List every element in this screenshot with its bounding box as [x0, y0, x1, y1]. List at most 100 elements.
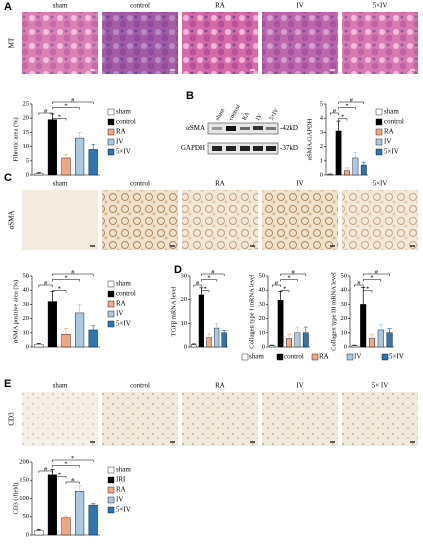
- legend-label: RA: [116, 486, 126, 494]
- bar: [351, 345, 358, 348]
- column-label: 5×IV: [373, 180, 388, 188]
- y-tick-label: 40: [341, 287, 348, 294]
- blot-column-label: control: [228, 104, 242, 122]
- legend-label: IV: [116, 138, 123, 146]
- y-axis-title: TGFβ mRNA level: [170, 286, 177, 336]
- legend-label: sham: [116, 466, 131, 474]
- micrograph: [262, 190, 338, 250]
- y-tick-label: 40: [259, 287, 266, 294]
- y-tick-label: 4: [320, 115, 324, 122]
- bar: [75, 137, 85, 176]
- band-size: -42kD: [280, 124, 298, 132]
- micrograph: [182, 392, 258, 446]
- bar: [34, 530, 44, 536]
- column-label: RA: [215, 180, 225, 188]
- significance-bracket: [38, 470, 53, 473]
- y-tick-label: 50: [341, 272, 348, 279]
- legend-swatch: [107, 108, 115, 116]
- legend-swatch: [381, 353, 389, 361]
- significance-bracket: [38, 284, 53, 287]
- significance-bracket: [201, 290, 210, 293]
- micrograph-tint: [102, 12, 178, 74]
- legend-swatch: [241, 353, 249, 361]
- bar: [221, 332, 227, 348]
- legend-label: RA: [116, 300, 126, 308]
- y-tick-label: 1: [320, 157, 323, 164]
- significance-bracket: [280, 290, 290, 293]
- bar: [88, 149, 98, 176]
- legend-label: 5×IV: [389, 353, 404, 361]
- legend-swatch: [107, 320, 115, 328]
- y-tick-label: 10: [341, 329, 348, 336]
- micrograph: [182, 12, 258, 74]
- bar: [47, 119, 57, 176]
- micrograph: [262, 12, 338, 74]
- bar: [344, 170, 350, 176]
- legend-swatch: [375, 108, 383, 116]
- legend-swatch: [107, 128, 115, 136]
- y-axis-title: Collagen type III mRNA level: [330, 272, 337, 351]
- bar: [269, 345, 276, 348]
- bar: [368, 338, 376, 348]
- y-tick-label: 50: [23, 272, 30, 279]
- panel-label: C: [4, 172, 12, 184]
- legend-label: control: [116, 290, 136, 298]
- significance-bracket: [271, 284, 281, 287]
- legend-swatch: [276, 353, 284, 361]
- legend-label: control: [284, 353, 304, 361]
- micrograph: [342, 12, 418, 74]
- legend-label: IRI: [116, 476, 126, 484]
- significance-bracket: [280, 273, 307, 276]
- bar: [198, 294, 205, 348]
- y-tick-label: 0: [320, 171, 323, 178]
- bar: [360, 304, 367, 348]
- band-name: αSMA: [186, 124, 205, 132]
- column-label: sham: [53, 180, 68, 188]
- significance-label: *: [58, 285, 61, 292]
- legend-swatch: [107, 300, 115, 308]
- legend-swatch: [107, 486, 115, 494]
- band-size: -37kD: [280, 144, 298, 152]
- band: [266, 146, 276, 151]
- micrograph: [22, 12, 98, 74]
- y-tick-label: 0: [184, 343, 187, 350]
- significance-label: *: [370, 274, 373, 281]
- significance-bracket: [38, 112, 53, 115]
- panel-label: A: [4, 1, 12, 13]
- bar: [47, 474, 57, 536]
- bar: [61, 517, 71, 536]
- legend-label: 5×IV: [384, 148, 399, 156]
- legend-label: IV: [116, 310, 123, 318]
- bar: [360, 164, 367, 176]
- micrographs: [22, 12, 418, 446]
- y-tick-label: 0: [262, 343, 265, 350]
- legend-label: control: [384, 118, 404, 126]
- y-tick-label: 30: [181, 272, 188, 279]
- significance-label: #: [350, 97, 354, 104]
- column-label: sham: [53, 382, 68, 390]
- legend-swatch: [107, 496, 115, 504]
- bar: [75, 312, 85, 348]
- significance-label: *: [345, 102, 348, 109]
- legend-label: sham: [384, 108, 399, 116]
- significance-bracket: [52, 107, 80, 110]
- bar: [327, 174, 334, 176]
- significance-bracket: [193, 284, 202, 287]
- micrograph: [182, 190, 258, 250]
- significance-bracket: [52, 273, 94, 276]
- significance-bracket: [52, 290, 67, 293]
- significance-label: #: [333, 108, 337, 115]
- legend-label: 5×IV: [116, 506, 131, 514]
- y-axis-title: αSMA/GAPDH: [306, 118, 313, 160]
- column-label: IV: [296, 2, 303, 10]
- legend-label: sham: [249, 353, 264, 361]
- significance-label: *: [58, 113, 61, 120]
- significance-label: *: [207, 274, 210, 281]
- blot-column-label: RA: [242, 111, 252, 122]
- y-tick-label: 0: [344, 343, 347, 350]
- micrograph: [102, 12, 178, 74]
- y-tick-label: 10: [23, 329, 30, 336]
- significance-bracket: [354, 284, 364, 287]
- bar: [294, 332, 301, 348]
- significance-label: #: [71, 269, 75, 276]
